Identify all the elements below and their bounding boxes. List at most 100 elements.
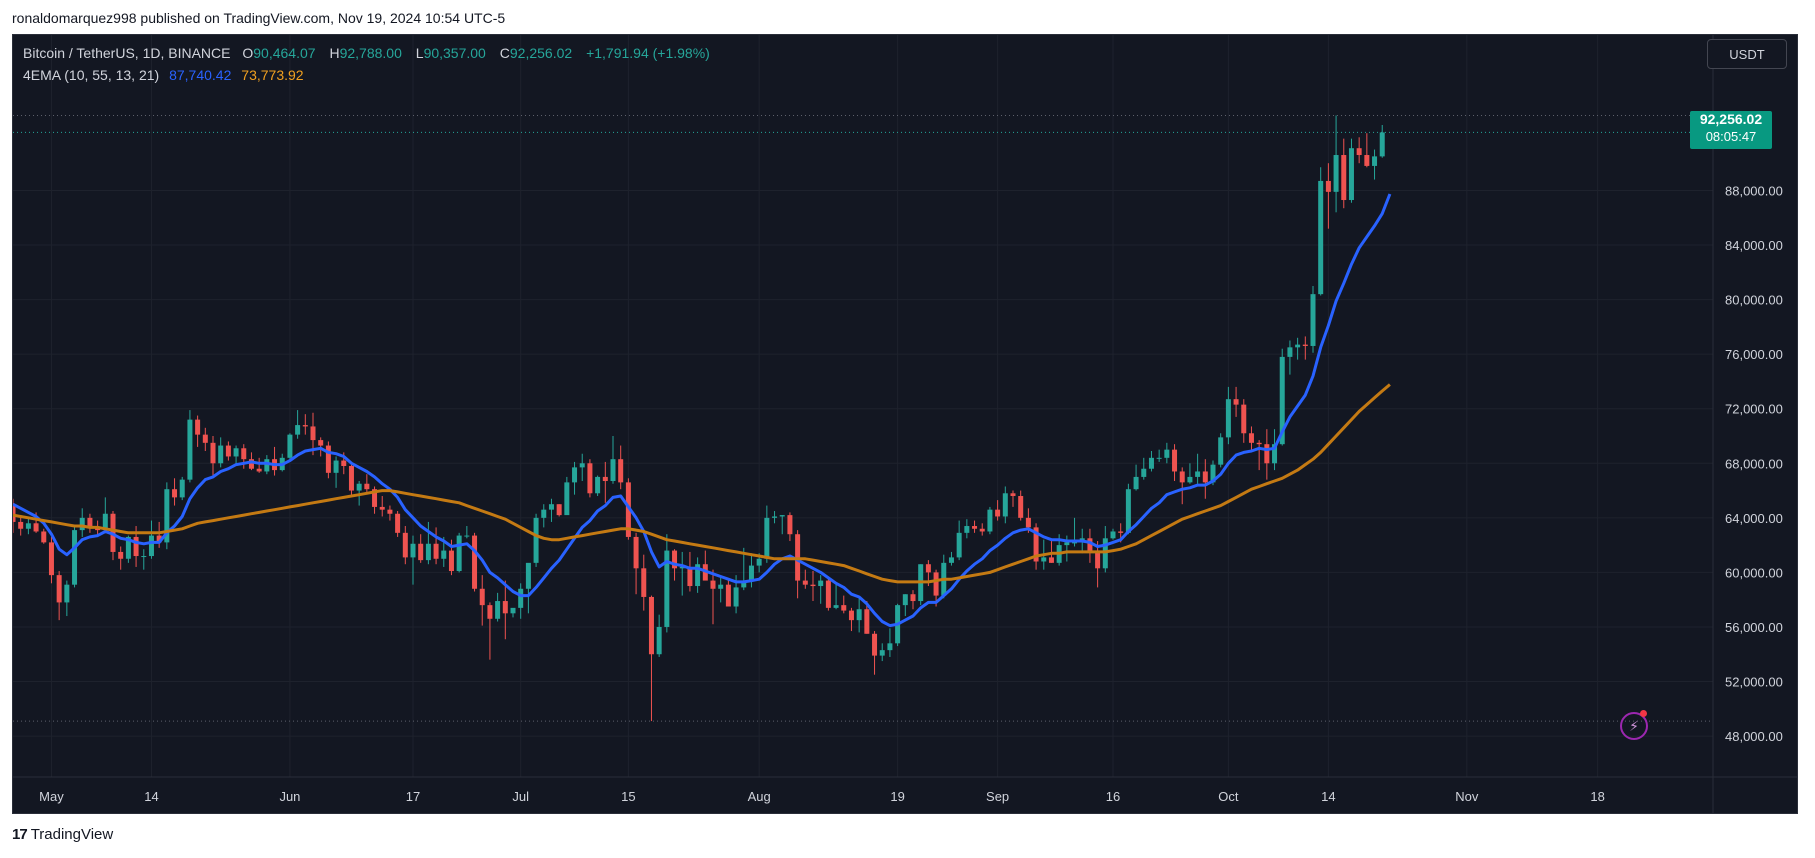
candle-body	[1156, 457, 1162, 459]
candle-body	[818, 580, 824, 587]
last-price-badge: 92,256.02 08:05:47	[1690, 111, 1772, 149]
y-tick-label: 84,000.00	[1725, 238, 1783, 253]
candle-body	[1295, 344, 1301, 348]
x-tick-label: Nov	[1455, 789, 1479, 804]
candle-body	[348, 466, 354, 491]
candle-body	[410, 543, 416, 558]
candle-body	[1033, 527, 1039, 562]
y-tick-label: 72,000.00	[1725, 402, 1783, 417]
last-price-value: 92,256.02	[1699, 111, 1763, 127]
candle-body	[41, 531, 47, 543]
candle-body	[56, 575, 62, 603]
candle-body	[987, 509, 993, 532]
x-tick-label: 17	[406, 789, 420, 804]
x-tick-label: 14	[144, 789, 158, 804]
candle-body	[625, 482, 631, 537]
ema-slow-line	[13, 383, 1391, 584]
y-tick-label: 64,000.00	[1725, 511, 1783, 526]
candle-body	[25, 523, 31, 529]
candle-body	[1148, 457, 1154, 469]
candle-body	[572, 467, 578, 483]
candle-body	[318, 440, 324, 446]
candle-body	[1133, 476, 1139, 490]
candle-body	[441, 550, 447, 559]
candle-body	[1025, 517, 1031, 528]
candle-body	[1333, 155, 1339, 192]
candle-body	[79, 517, 85, 531]
candle-body	[125, 536, 131, 559]
candle-body	[1225, 399, 1231, 438]
candle-body	[1087, 538, 1093, 551]
candle-body	[1302, 344, 1308, 346]
candle-body	[72, 530, 78, 585]
candle-body	[1256, 442, 1262, 445]
candle-body	[848, 610, 854, 621]
candle-body	[1356, 148, 1362, 156]
candle-body	[87, 517, 93, 528]
candle-body	[579, 463, 585, 468]
candle-body	[556, 504, 562, 516]
candle-body	[233, 448, 239, 457]
candle-body	[395, 513, 401, 533]
candle-body	[1164, 449, 1170, 458]
candle-body	[487, 605, 493, 619]
candle-body	[202, 434, 208, 443]
tradingview-footer: 17 TradingView	[12, 826, 113, 843]
x-tick-label: 18	[1590, 789, 1604, 804]
symbol-label[interactable]: Bitcoin / TetherUS, 1D, BINANCE	[23, 45, 231, 61]
candle-body	[356, 483, 362, 491]
tradingview-logo-icon: 17	[12, 826, 28, 843]
bar-countdown: 08:05:47	[1705, 129, 1757, 144]
candle-body	[218, 445, 224, 464]
x-tick-label: 14	[1321, 789, 1335, 804]
x-tick-label: Jul	[512, 789, 529, 804]
candle-body	[13, 504, 16, 522]
candle-body	[1125, 489, 1131, 533]
x-tick-label: Jun	[279, 789, 300, 804]
candle-body	[264, 459, 270, 472]
candle-body	[618, 459, 624, 483]
candle-body	[179, 479, 185, 498]
chart-panel[interactable]: 48,000.00 52,000.00 56,000.00 60,000.00 64,0…	[12, 34, 1798, 814]
y-tick-label: 52,000.00	[1725, 675, 1783, 690]
candle-body	[1218, 437, 1224, 465]
candle-body	[802, 580, 808, 585]
candle-body	[710, 580, 716, 589]
candle-body	[1187, 476, 1193, 483]
candle-body	[956, 532, 962, 558]
candle-body	[910, 594, 916, 602]
candle-body	[325, 445, 331, 473]
candle-body	[248, 459, 254, 469]
candle-body	[448, 550, 454, 572]
candle-body	[1072, 542, 1078, 544]
change-value: +1,791.94 (+1.98%)	[586, 45, 710, 61]
candle-body	[1279, 356, 1285, 445]
candle-body	[48, 542, 54, 576]
candle-body	[533, 517, 539, 563]
candle-body	[472, 535, 478, 589]
candle-body	[602, 476, 608, 482]
open-value: 90,464.07	[253, 45, 316, 61]
high-value: 92,788.00	[339, 45, 402, 61]
candle-body	[995, 509, 1001, 517]
price-chart[interactable]: 48,000.00 52,000.00 56,000.00 60,000.00 64,0…	[13, 35, 1798, 814]
x-tick-label: 19	[890, 789, 904, 804]
x-tick-label: 15	[621, 789, 635, 804]
candle-body	[1372, 156, 1378, 166]
candle-body	[925, 564, 931, 573]
indicator-label[interactable]: 4EMA (10, 55, 13, 21)	[23, 67, 160, 83]
candle-body	[18, 521, 24, 529]
currency-button[interactable]: USDT	[1707, 39, 1787, 69]
candle-body	[1110, 531, 1116, 539]
candle-body	[364, 483, 370, 490]
candle-body	[664, 550, 670, 627]
candle-body	[1018, 496, 1024, 518]
open-label: O	[242, 45, 254, 61]
candle-body	[564, 482, 570, 516]
y-tick-label: 68,000.00	[1725, 456, 1783, 471]
candle-body	[587, 463, 593, 494]
lightning-bolt-icon[interactable]: ⚡	[1620, 712, 1648, 740]
candle-body	[1095, 550, 1101, 569]
candle-body	[187, 419, 193, 480]
candle-body	[718, 584, 724, 589]
